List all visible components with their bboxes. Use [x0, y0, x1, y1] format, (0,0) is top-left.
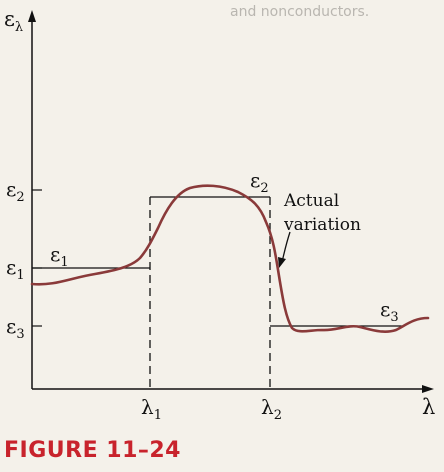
y-axis-arrow	[28, 10, 36, 22]
figure-caption: FIGURE 11–24	[4, 438, 181, 463]
annotation-arrow	[281, 231, 291, 263]
y-tick-label-e2: ε2	[6, 177, 25, 205]
annotation-line-1: Actual	[283, 191, 339, 211]
bleed-through-text: and nonconductors.	[230, 4, 370, 20]
y-axis-label: ελ	[4, 7, 23, 35]
annotation-line-2: variation	[283, 215, 361, 235]
x-tick-label-lambda1: λ1	[141, 395, 162, 423]
x-tick-label-lambda2: λ2	[261, 395, 282, 423]
annotation-arrowhead	[278, 257, 286, 268]
y-tick-label-e1: ε1	[6, 255, 25, 283]
y-tick-label-e3: ε3	[6, 314, 25, 342]
band-label-e2: ε2	[250, 168, 269, 196]
actual-variation-curve	[30, 184, 430, 333]
band-label-e1: ε1	[50, 242, 69, 270]
x-axis-label: λ	[422, 395, 435, 419]
x-axis-arrow	[422, 385, 434, 393]
band-label-e3: ε3	[380, 297, 399, 325]
